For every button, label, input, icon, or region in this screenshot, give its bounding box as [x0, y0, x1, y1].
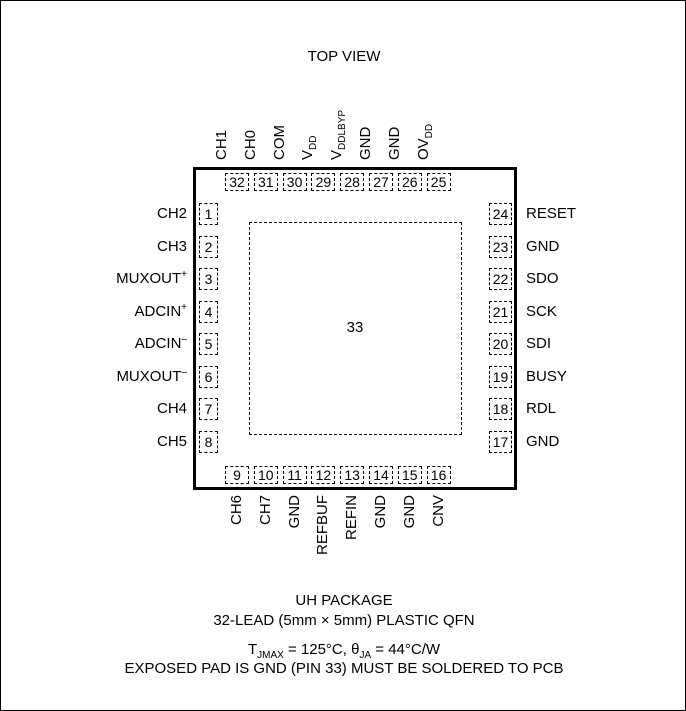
pin-22-label: SDO: [526, 270, 559, 287]
pin-8-box: 8: [199, 430, 218, 453]
pin-6-label: MUXOUT–: [116, 366, 187, 385]
exposed-pad-note: EXPOSED PAD IS GND (PIN 33) MUST BE SOLD…: [124, 660, 564, 677]
pin-14-label: GND: [372, 495, 389, 529]
pin-4-box: 4: [199, 300, 218, 323]
pin-24-box: 24: [489, 203, 512, 225]
pin-28-label: VDDLBYP: [328, 109, 349, 160]
pin-9-label: CH6: [228, 495, 245, 526]
pin-31-box: 31: [253, 173, 278, 191]
pin-10-label: CH7: [256, 495, 274, 526]
pin-13-box: 13: [340, 466, 365, 484]
package-description: 32-LEAD (5mm × 5mm) PLASTIC QFN: [213, 612, 475, 629]
pin-32-box: 32: [225, 173, 249, 191]
pin-25-box: 25: [426, 173, 451, 191]
pin-1-label: CH2: [156, 205, 187, 222]
pin-32-label: CH1: [213, 129, 230, 160]
pin-27-label: GND: [357, 126, 374, 160]
package-name: UH PACKAGE: [295, 592, 393, 609]
pin-2-label: CH3: [156, 237, 187, 255]
pin-28-box: 28: [340, 173, 365, 191]
thermal-spec: TJMAX = 125°C, θJA = 44°C/W: [247, 641, 441, 661]
ic-body: [193, 167, 517, 490]
pin-4-label: ADCIN+: [134, 301, 187, 320]
pin-30-box: 30: [282, 173, 307, 191]
pin-26-box: 26: [397, 173, 422, 191]
pin-16-box: 16: [426, 466, 451, 484]
pin-11-box: 11: [282, 466, 307, 484]
pin-12-box: 12: [311, 466, 336, 484]
pin-15-label: GND: [400, 495, 418, 529]
pin-27-box: 27: [369, 173, 393, 191]
pin-10-box: 10: [253, 466, 278, 484]
pin-21-label: SCK: [526, 302, 557, 320]
pin-20-box: 20: [489, 333, 512, 355]
pin-9-box: 9: [225, 466, 249, 484]
pin-5-label: ADCIN–: [134, 334, 187, 352]
pin-17-label: GND: [526, 432, 560, 450]
pin-12-label: REFBUF: [314, 495, 332, 555]
pin-26-label: GND: [385, 126, 403, 160]
pin-3-box: 3: [199, 268, 218, 290]
pin-3-label: MUXOUT+: [116, 269, 187, 287]
pin-25-label: OVDD: [414, 123, 435, 160]
pin-1-box: 1: [199, 203, 218, 225]
pin-6-box: 6: [199, 365, 218, 388]
pin-16-label: CNV: [429, 495, 447, 527]
pin-30-label: COM: [270, 125, 288, 160]
pin-24-label: RESET: [526, 205, 577, 222]
pin-31-label: CH0: [241, 129, 259, 160]
pin-14-box: 14: [369, 466, 393, 484]
pin-11-label: GND: [285, 495, 303, 529]
pin-8-label: CH5: [156, 432, 187, 450]
pin-23-box: 23: [489, 235, 512, 258]
pin-18-label: RDL: [526, 400, 557, 417]
pin-23-label: GND: [526, 237, 560, 255]
pin-7-label: CH4: [156, 400, 187, 417]
top-view-title: TOP VIEW: [307, 48, 381, 65]
pin-29-box: 29: [311, 173, 336, 191]
pin-15-box: 15: [397, 466, 422, 484]
pin-13-label: REFIN: [343, 495, 361, 540]
exposed-pad-number: 33: [346, 319, 364, 336]
pin-21-box: 21: [489, 300, 512, 323]
pin-5-box: 5: [199, 333, 218, 355]
pin-17-box: 17: [489, 430, 512, 453]
pin-19-box: 19: [489, 365, 512, 388]
pin-29-label: VDD: [299, 135, 320, 160]
pin-20-label: SDI: [526, 335, 552, 352]
pin-19-label: BUSY: [526, 367, 567, 385]
exposed-pad: [249, 222, 462, 435]
pin-7-box: 7: [199, 398, 218, 420]
pin-22-box: 22: [489, 268, 512, 290]
pin-2-box: 2: [199, 235, 218, 258]
pin-18-box: 18: [489, 398, 512, 420]
